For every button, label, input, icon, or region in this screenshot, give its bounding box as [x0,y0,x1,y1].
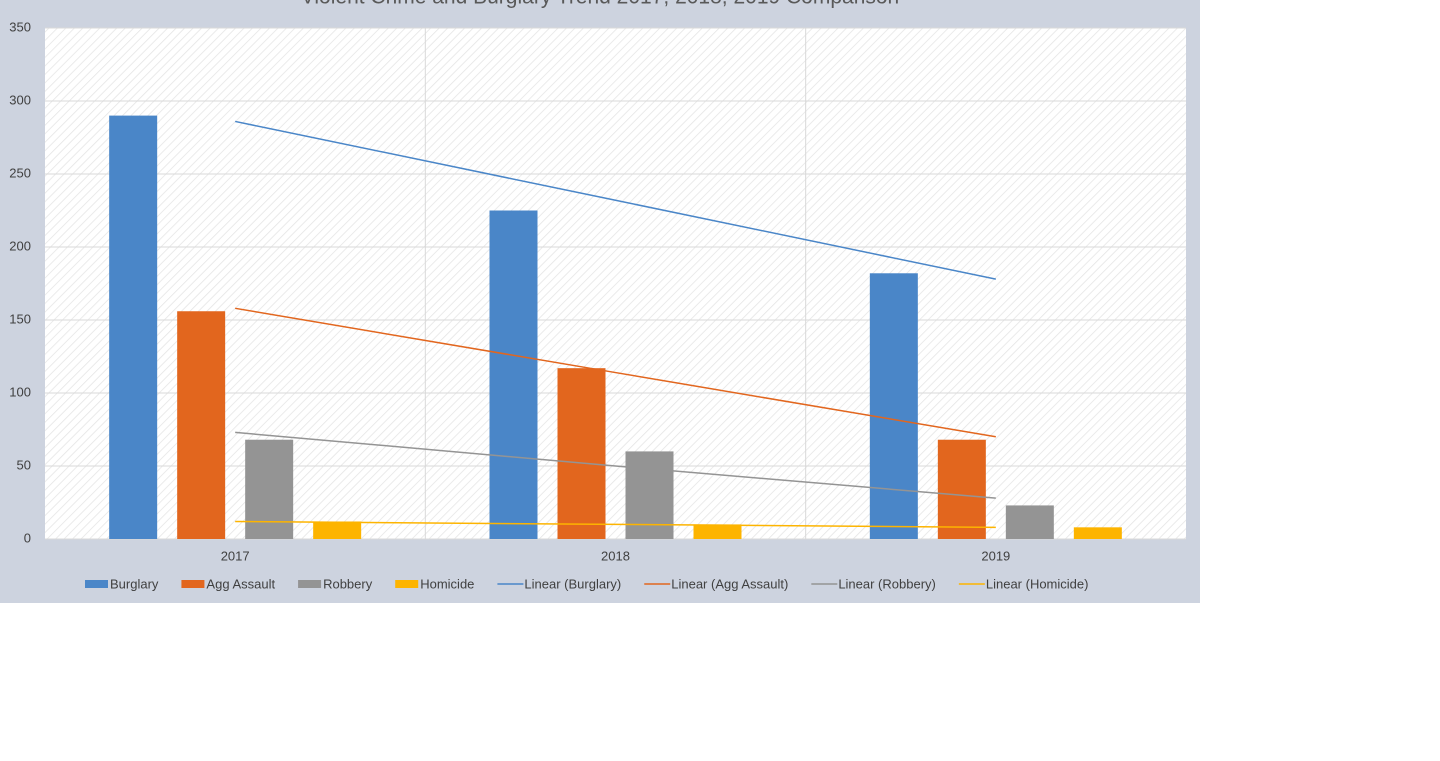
x-tick-label: 2017 [221,548,250,563]
bar [245,439,294,539]
trend-line [235,120,996,280]
bar [489,210,538,539]
y-tick-label: 150 [9,311,31,326]
bar [557,368,606,539]
bar [937,439,986,539]
legend-label: Linear (Burglary) [524,576,621,591]
y-tick-label: 100 [9,384,31,399]
legend-label: Robbery [323,576,373,591]
bar [693,524,742,539]
bar [625,451,674,539]
legend-swatch [395,580,419,588]
legend-label: Homicide [420,576,474,591]
legend-label: Linear (Robbery) [838,576,936,591]
y-tick-label: 250 [9,165,31,180]
trend-line [235,307,996,438]
bar [177,311,226,539]
y-tick-label: 200 [9,238,31,253]
x-tick-label: 2018 [601,548,630,563]
y-tick-label: 300 [9,92,31,107]
trend-line [235,520,996,529]
y-tick-label: 50 [17,457,31,472]
legend-label: Linear (Agg Assault) [671,576,788,591]
trend-line [235,431,996,499]
bar [869,273,918,539]
bar [1005,505,1054,539]
bar [1073,527,1122,539]
bar [109,115,158,539]
legend-swatch [181,580,205,588]
legend-label: Burglary [110,576,159,591]
y-tick-label: 0 [24,530,31,545]
legend-label: Linear (Homicide) [986,576,1089,591]
legend-swatch [298,580,322,588]
legend-label: Agg Assault [206,576,275,591]
plot-area [45,28,1186,539]
x-tick-label: 2019 [981,548,1010,563]
y-tick-label: 350 [9,19,31,34]
chart-title: Violent Crime and Burglary Trend 2017, 2… [301,0,899,9]
bar [313,521,362,539]
legend-swatch [85,580,108,588]
